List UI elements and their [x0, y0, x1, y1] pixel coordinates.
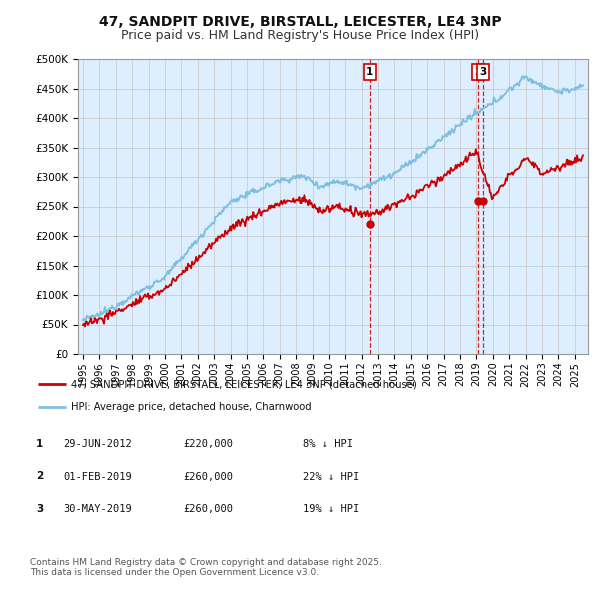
Text: £220,000: £220,000: [183, 440, 233, 449]
Text: 29-JUN-2012: 29-JUN-2012: [63, 440, 132, 449]
Text: 01-FEB-2019: 01-FEB-2019: [63, 472, 132, 481]
Text: 3: 3: [479, 67, 487, 77]
Text: 19% ↓ HPI: 19% ↓ HPI: [303, 504, 359, 514]
Text: HPI: Average price, detached house, Charnwood: HPI: Average price, detached house, Char…: [71, 402, 312, 412]
Text: 47, SANDPIT DRIVE, BIRSTALL, LEICESTER, LE4 3NP (detached house): 47, SANDPIT DRIVE, BIRSTALL, LEICESTER, …: [71, 379, 417, 389]
Text: 22% ↓ HPI: 22% ↓ HPI: [303, 472, 359, 481]
Text: £260,000: £260,000: [183, 504, 233, 514]
Text: 8% ↓ HPI: 8% ↓ HPI: [303, 440, 353, 449]
Text: 2: 2: [36, 471, 43, 481]
Text: 2: 2: [474, 67, 481, 77]
Text: 1: 1: [366, 67, 373, 77]
Text: 30-MAY-2019: 30-MAY-2019: [63, 504, 132, 514]
Text: £260,000: £260,000: [183, 472, 233, 481]
Text: Price paid vs. HM Land Registry's House Price Index (HPI): Price paid vs. HM Land Registry's House …: [121, 30, 479, 42]
Text: Contains HM Land Registry data © Crown copyright and database right 2025.
This d: Contains HM Land Registry data © Crown c…: [30, 558, 382, 577]
Text: 1: 1: [36, 439, 43, 448]
Text: 47, SANDPIT DRIVE, BIRSTALL, LEICESTER, LE4 3NP: 47, SANDPIT DRIVE, BIRSTALL, LEICESTER, …: [98, 15, 502, 30]
Text: 3: 3: [36, 504, 43, 513]
